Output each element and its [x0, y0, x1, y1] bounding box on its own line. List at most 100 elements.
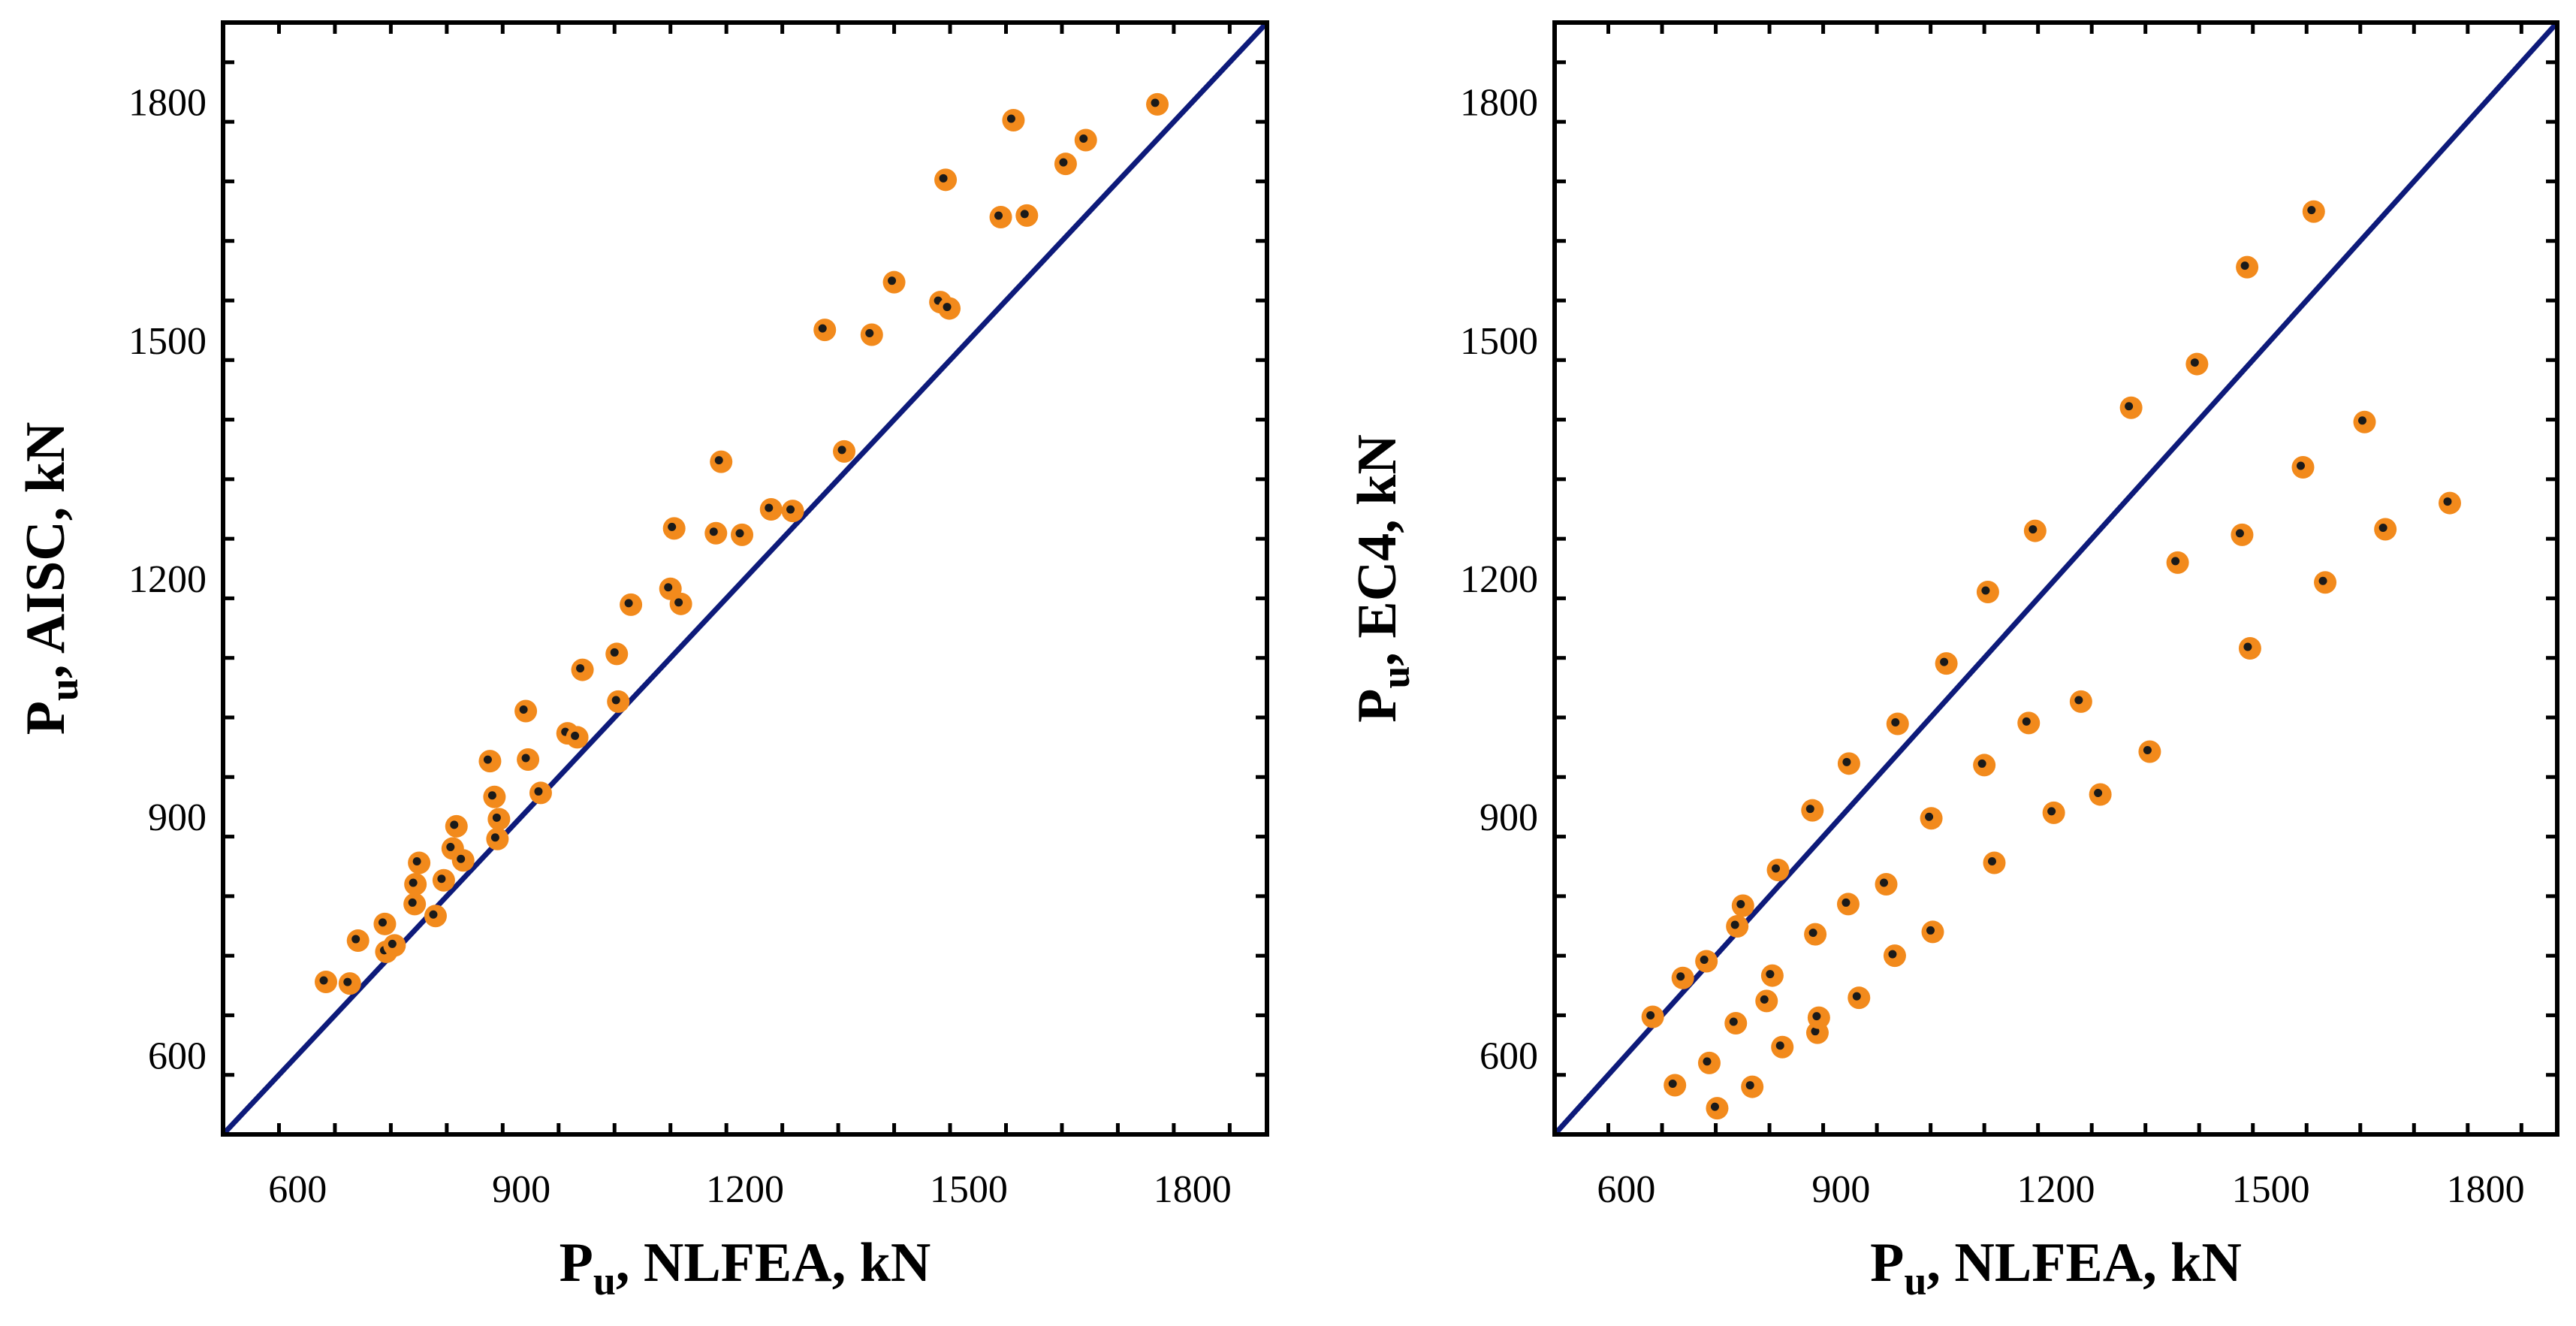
right-data-point: [1848, 986, 1871, 1010]
left-y-tick-label: 1200: [128, 558, 207, 601]
left-data-point: [373, 912, 397, 935]
right-reference-line: [1555, 23, 2557, 1134]
right-data-point: [1771, 1035, 1794, 1059]
right-data-point: [2314, 571, 2337, 594]
left-data-point: [451, 849, 475, 872]
right-data-point: [2236, 255, 2259, 279]
left-y-tick-label: 900: [148, 796, 207, 839]
left-y-tick-label: 600: [148, 1035, 207, 1077]
left-data-point: [710, 450, 733, 473]
left-data-point: [1054, 153, 1077, 176]
right-data-point: [1706, 1097, 1729, 1120]
left-data-point: [408, 851, 431, 874]
right-data-point: [1886, 712, 1909, 735]
left-data-point: [938, 297, 961, 320]
left-data-point: [833, 439, 856, 463]
right-data-point: [1695, 950, 1718, 973]
right-data-point: [2238, 637, 2261, 660]
left-y-tick-label: 1800: [128, 82, 207, 125]
right-data-point: [1801, 799, 1824, 822]
right-data-point: [1724, 1012, 1748, 1035]
left-data-point: [487, 808, 511, 831]
right-data-point: [1741, 1075, 1764, 1098]
left-data-point: [383, 934, 406, 957]
left-x-tick-label: 1500: [930, 1168, 1008, 1211]
right-data-point: [1883, 944, 1906, 968]
left-data-point: [882, 270, 906, 294]
left-y-axis-title: Pu, AISC, kN: [15, 422, 86, 735]
right-data-point: [1976, 580, 1999, 603]
left-data-point: [860, 323, 883, 346]
right-data-point: [2374, 518, 2397, 541]
right-x-tick-label: 600: [1597, 1168, 1655, 1211]
right-data-point: [1921, 920, 1944, 944]
left-data-point: [605, 642, 629, 666]
left-data-point: [704, 521, 728, 545]
right-y-tick-label: 1200: [1460, 558, 1538, 601]
left-data-point: [731, 523, 754, 546]
right-x-tick-label: 1500: [2232, 1168, 2310, 1211]
right-data-point: [2023, 519, 2047, 542]
left-y-tick-label: 1500: [128, 320, 207, 363]
right-data-point: [2069, 690, 2092, 713]
right-x-tick-label: 1200: [2017, 1168, 2095, 1211]
right-data-point: [2017, 711, 2041, 735]
right-data-point: [2042, 801, 2065, 824]
left-data-point: [1002, 109, 1025, 132]
right-data-point: [1983, 851, 2006, 874]
right-data-point: [1836, 893, 1860, 916]
left-data-point: [620, 593, 643, 616]
left-reference-line: [223, 23, 1267, 1134]
left-x-tick-label: 600: [268, 1168, 327, 1211]
left-data-point: [669, 592, 692, 615]
right-y-tick-label: 1500: [1460, 320, 1538, 363]
right-data-point: [1755, 989, 1778, 1013]
left-data-point: [662, 517, 686, 540]
left-data-point: [346, 929, 370, 953]
right-x-axis-title: Pu, NLFEA, kN: [1870, 1232, 2242, 1303]
left-data-point: [1074, 128, 1097, 152]
left-data-point: [514, 699, 538, 723]
left-data-point: [403, 893, 427, 916]
right-data-point: [2119, 396, 2143, 419]
left-data-point: [486, 827, 509, 850]
left-data-point: [934, 168, 958, 192]
left-data-point: [1015, 204, 1039, 227]
left-data-point: [478, 750, 502, 773]
right-y-tick-label: 900: [1480, 796, 1538, 839]
right-data-point: [1920, 807, 1943, 830]
right-data-point: [1807, 1006, 1830, 1029]
right-data-point: [2089, 783, 2112, 806]
left-data-point: [338, 972, 361, 995]
left-data-point: [432, 868, 455, 892]
right-data-point: [2302, 200, 2325, 223]
left-data-point: [607, 690, 630, 713]
right-data-point: [1766, 858, 1790, 881]
right-x-tick-label: 1800: [2447, 1168, 2525, 1211]
right-data-point: [2353, 410, 2376, 433]
right-x-tick-label: 900: [1811, 1168, 1870, 1211]
right-data-point: [1804, 923, 1827, 946]
left-data-point: [571, 658, 594, 681]
right-points: [1641, 200, 2461, 1120]
right-data-point: [1973, 754, 1996, 777]
right-data-point: [1935, 652, 1958, 675]
right-data-point: [1697, 1051, 1721, 1074]
right-data-point: [1731, 894, 1754, 917]
right-data-point: [1760, 964, 1784, 987]
left-data-point: [483, 785, 506, 808]
left-data-point: [989, 206, 1012, 228]
left-data-point: [529, 781, 552, 805]
left-points: [315, 92, 1169, 995]
left-data-point: [424, 905, 447, 928]
right-data-point: [2166, 551, 2189, 574]
left-chart: 600 900 1200 1500 1800 600 900 1200 1500 1800 Pu, …: [15, 20, 1269, 1303]
left-data-point: [813, 319, 837, 342]
left-data-point: [566, 726, 589, 749]
right-y-tick-label: 1800: [1460, 82, 1538, 125]
right-data-point: [2438, 491, 2461, 515]
right-data-point: [1837, 752, 1860, 775]
left-plot-frame: [221, 20, 1269, 1137]
left-data-point: [759, 498, 783, 521]
